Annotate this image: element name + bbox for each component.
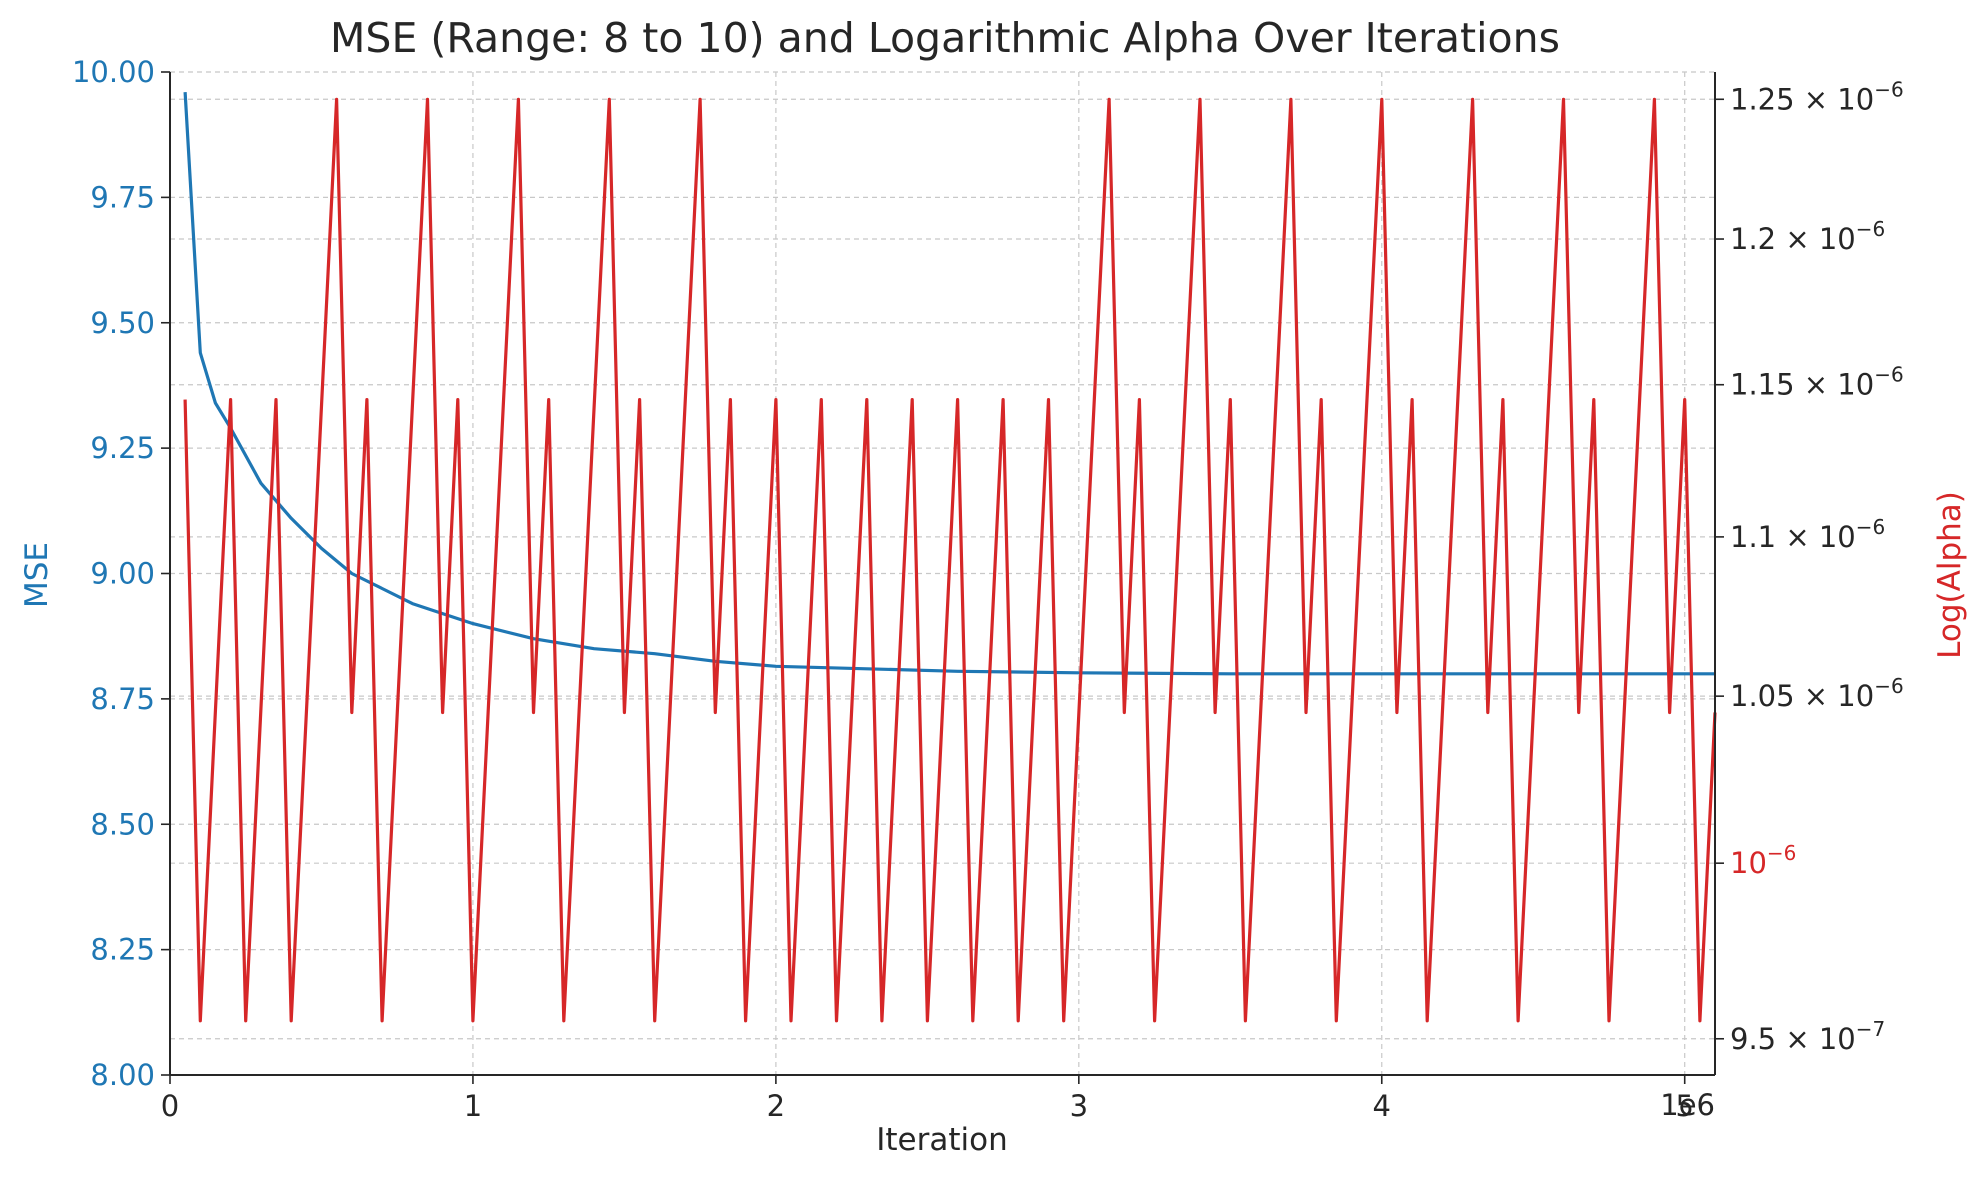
x-tick-label: 4 xyxy=(1373,1089,1391,1123)
right-tick-exponent: −6 xyxy=(1874,674,1903,698)
left-tick-label: 10.00 xyxy=(72,55,155,89)
x-tick-label: 1 xyxy=(464,1089,482,1123)
chart-title: MSE (Range: 8 to 10) and Logarithmic Alp… xyxy=(330,14,1560,62)
left-tick-label: 8.25 xyxy=(90,933,155,967)
alpha-series-line xyxy=(183,97,1717,1023)
right-tick-exponent: −7 xyxy=(1856,1017,1885,1041)
x-tick-label: 2 xyxy=(767,1089,785,1123)
left-tick-label: 9.00 xyxy=(90,557,155,591)
axes-layer: 0 1 2 3 4 5 8.00 8.25 8.50 8.75 9.00 9.25 9.50 9.75 10… xyxy=(72,55,1904,1123)
right-tick-exponent: −6 xyxy=(1767,841,1796,865)
left-tick-label: 9.25 xyxy=(90,431,155,465)
left-tick-label: 9.75 xyxy=(90,180,155,214)
series-layer xyxy=(183,92,1717,1023)
left-tick-label: 8.50 xyxy=(90,807,155,841)
right-tick-exponent: −6 xyxy=(1856,217,1885,241)
x-axis-offset-label: 1e6 xyxy=(1660,1088,1715,1122)
right-tick-exponent: −6 xyxy=(1874,77,1903,101)
left-tick-label: 8.75 xyxy=(90,682,155,716)
x-axis-label: Iteration xyxy=(876,1122,1008,1158)
right-axis-label: Log(Alpha) xyxy=(1932,491,1968,659)
right-tick-exponent: −6 xyxy=(1856,515,1885,539)
left-tick-label: 9.50 xyxy=(90,306,155,340)
x-tick-label: 5 xyxy=(1675,1089,1693,1123)
x-tick-label: 3 xyxy=(1070,1089,1088,1123)
left-tick-label: 8.00 xyxy=(90,1058,155,1092)
mse-series-line xyxy=(183,92,1715,676)
right-tick-exponent: −6 xyxy=(1874,363,1903,387)
left-axis-label: MSE xyxy=(19,542,55,608)
x-tick-label: 0 xyxy=(161,1089,179,1123)
